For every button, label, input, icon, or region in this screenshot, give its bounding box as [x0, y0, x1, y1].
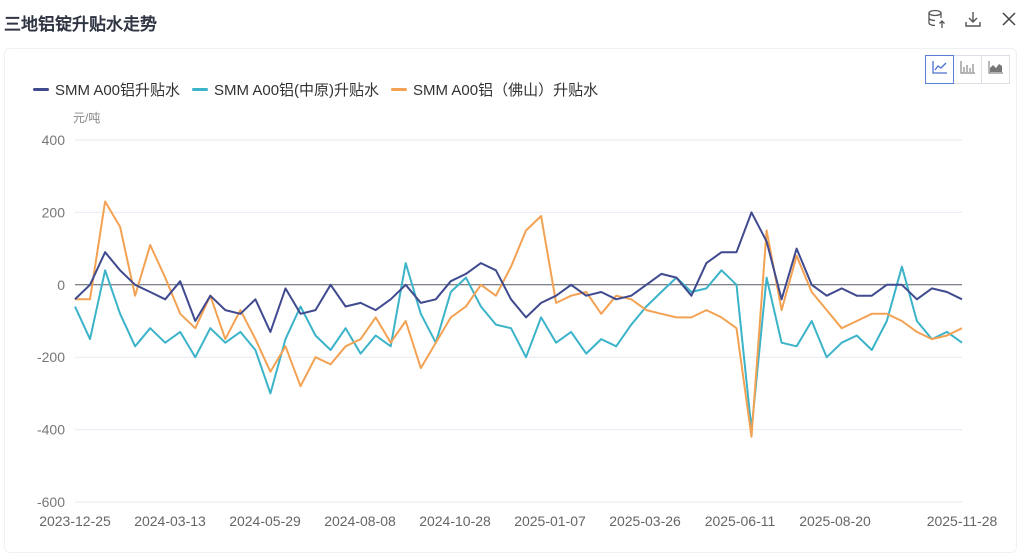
x-tick-label: 2025-06-11: [705, 513, 776, 529]
legend-swatch: [33, 88, 49, 91]
chart-legend: SMM A00铝升贴水 SMM A00铝(中原)升贴水 SMM A00铝（佛山）…: [33, 79, 598, 100]
x-tick-label: 2025-08-20: [799, 513, 871, 529]
area-chart-button[interactable]: [981, 55, 1010, 84]
x-tick-label: 2025-11-28: [927, 513, 998, 529]
legend-label: SMM A00铝升贴水: [55, 82, 181, 99]
y-tick-label: -400: [37, 422, 65, 438]
y-tick-label: 400: [42, 132, 66, 148]
line-chart-icon: [931, 60, 948, 79]
legend-swatch: [391, 88, 408, 91]
legend-swatch: [192, 88, 209, 91]
legend-label: SMM A00铝（佛山）升贴水: [413, 82, 599, 99]
series-line-0: [74, 211, 963, 333]
x-tick-label: 2023-12-25: [39, 513, 111, 529]
x-tick-label: 2024-08-08: [324, 513, 396, 529]
legend-item-s0[interactable]: SMM A00铝升贴水: [33, 79, 180, 100]
x-tick-label: 2024-03-13: [134, 513, 206, 529]
area-chart-icon: [987, 60, 1004, 79]
y-axis-unit: 元/吨: [73, 111, 101, 125]
y-tick-label: -600: [37, 494, 65, 510]
y-tick-label: -200: [37, 349, 65, 365]
chart-type-switch: [925, 55, 1010, 84]
database-upload-icon[interactable]: [926, 8, 948, 30]
x-tick-label: 2024-10-28: [419, 513, 491, 529]
page-title: 三地铝锭升贴水走势: [4, 15, 157, 34]
x-tick-label: 2025-03-26: [609, 513, 681, 529]
y-tick-label: 200: [42, 204, 66, 220]
legend-item-s1[interactable]: SMM A00铝(中原)升贴水: [192, 79, 379, 100]
bar-chart-icon: [959, 60, 976, 79]
legend-item-s2[interactable]: SMM A00铝（佛山）升贴水: [391, 79, 598, 100]
close-icon[interactable]: [998, 8, 1020, 30]
y-tick-label: 0: [57, 277, 65, 293]
download-icon[interactable]: [962, 8, 984, 30]
x-tick-label: 2024-05-29: [229, 513, 301, 529]
series-line-1: [74, 262, 963, 431]
legend-label: SMM A00铝(中原)升贴水: [214, 82, 380, 99]
x-tick-label: 2025-01-07: [514, 513, 586, 529]
series-line-2: [74, 200, 963, 438]
line-chart-button[interactable]: [925, 55, 954, 84]
chart-card: SMM A00铝升贴水 SMM A00铝(中原)升贴水 SMM A00铝（佛山）…: [4, 48, 1017, 553]
